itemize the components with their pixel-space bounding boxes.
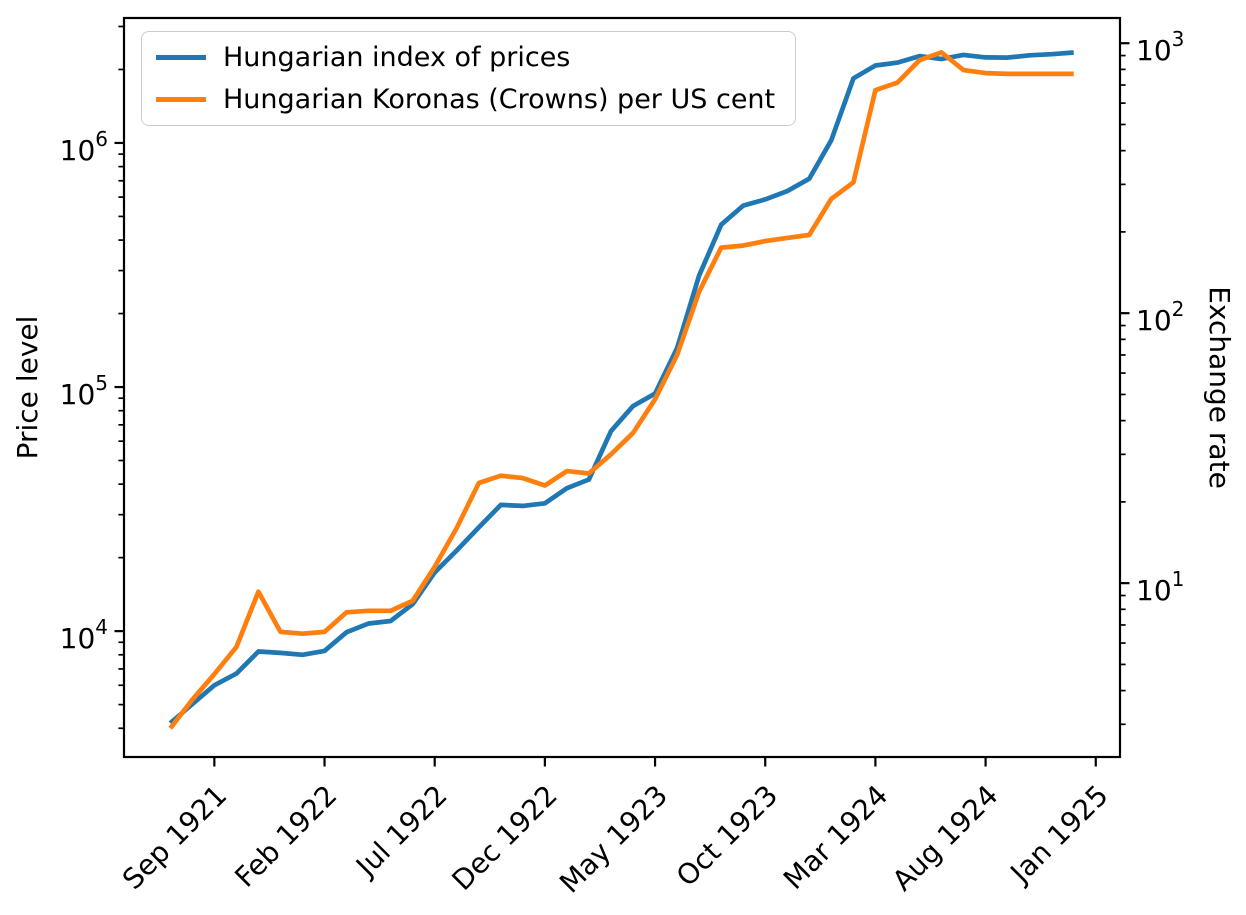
x-tick-label: Jan 1925 xyxy=(1003,779,1115,891)
series-line-prices xyxy=(168,50,1074,725)
legend: Hungarian index of prices Hungarian Koro… xyxy=(141,31,797,126)
x-tick-label: Feb 1922 xyxy=(228,779,343,894)
legend-swatch-prices xyxy=(156,55,206,60)
y-axis-label-right: Exchange rate xyxy=(1203,286,1236,489)
legend-label-exchange-rate: Hungarian Koronas (Crowns) per US cent xyxy=(223,84,776,115)
y-tick-label-right: 103 xyxy=(1136,27,1184,67)
x-tick-label: Jul 1922 xyxy=(348,779,453,884)
plot-border xyxy=(122,16,1122,759)
series-line-exchange-rate xyxy=(168,50,1074,730)
y-tick-label-left: 104 xyxy=(60,615,108,655)
y-tick-label-left: 105 xyxy=(60,371,108,411)
y-tick-label-right: 102 xyxy=(1136,297,1184,337)
legend-label-prices: Hungarian index of prices xyxy=(223,42,571,73)
legend-swatch-exchange-rate xyxy=(156,97,206,102)
x-tick-label: Oct 1923 xyxy=(670,779,784,893)
x-tick-label: Sep 1921 xyxy=(116,779,233,896)
x-tick-label: Aug 1924 xyxy=(886,779,1005,898)
y-tick-label-right: 101 xyxy=(1136,567,1184,607)
y-axis-label-left: Price level xyxy=(11,316,44,460)
legend-item-prices: Hungarian index of prices xyxy=(156,42,775,73)
x-tick-label: Dec 1922 xyxy=(445,779,563,897)
x-tick-label: May 1923 xyxy=(553,779,674,900)
series-layer xyxy=(168,50,1074,730)
x-tick-label: Mar 1924 xyxy=(777,779,894,896)
legend-item-exchange-rate: Hungarian Koronas (Crowns) per US cent xyxy=(156,84,775,115)
y-tick-label-left: 106 xyxy=(60,127,108,167)
